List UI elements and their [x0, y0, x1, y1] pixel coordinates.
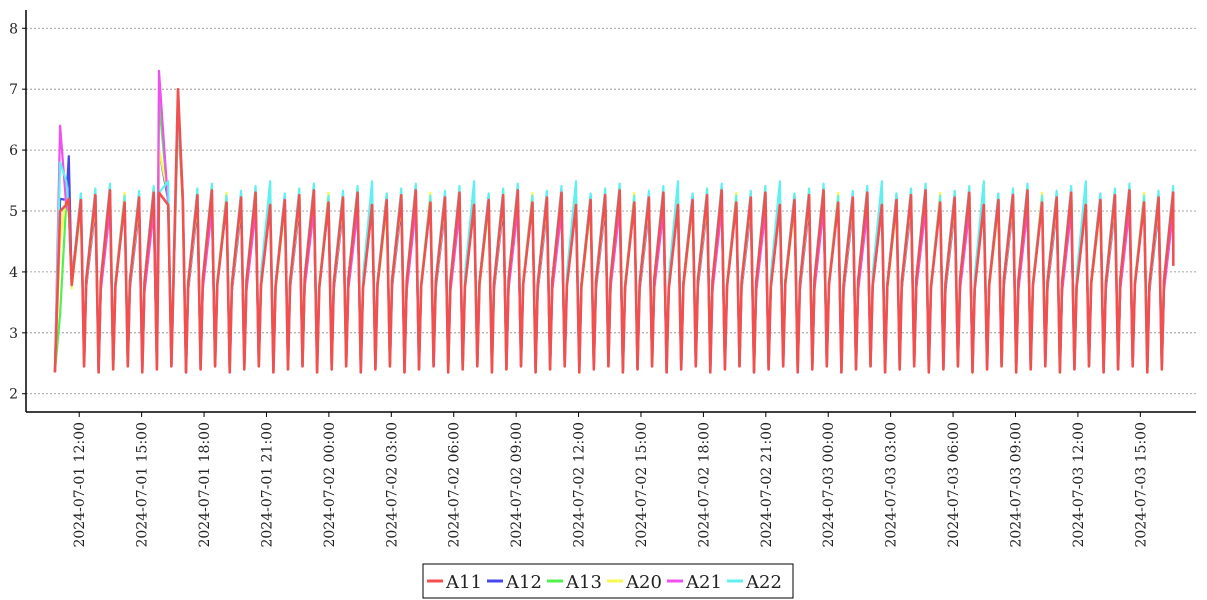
y-tick-label: 7 — [9, 82, 18, 98]
x-tick-label: 2024-07-01 21:00 — [259, 422, 275, 548]
x-tick-label: 2024-07-02 03:00 — [384, 422, 400, 548]
x-tick-label: 2024-07-01 15:00 — [135, 422, 151, 548]
x-tick-label: 2024-07-02 09:00 — [509, 422, 525, 548]
legend-label-a20: A20 — [625, 572, 662, 593]
legend-label-a12: A12 — [505, 572, 542, 593]
x-tick-label: 2024-07-03 12:00 — [1071, 422, 1087, 548]
x-tick-label: 2024-07-02 12:00 — [572, 422, 588, 548]
y-ticks: 2 3 4 5 6 7 8 — [9, 21, 26, 403]
legend-label-a13: A13 — [565, 572, 602, 593]
legend-label-a21: A21 — [685, 572, 722, 593]
x-ticks: 2024-07-01 12:00 2024-07-01 15:00 2024-07-… — [72, 412, 1149, 548]
y-tick-label: 4 — [9, 265, 18, 281]
x-tick-label: 2024-07-03 09:00 — [1008, 422, 1024, 548]
x-tick-label: 2024-07-03 03:00 — [884, 422, 900, 548]
x-tick-label: 2024-07-02 06:00 — [447, 422, 463, 548]
y-tick-label: 5 — [9, 204, 18, 220]
y-tick-label: 3 — [9, 326, 18, 342]
x-tick-label: 2024-07-01 18:00 — [197, 422, 213, 548]
y-tick-label: 8 — [9, 21, 18, 37]
x-tick-label: 2024-07-01 12:00 — [72, 422, 88, 548]
series-line-a11 — [53, 87, 1175, 374]
series-lines — [53, 69, 1175, 374]
x-tick-label: 2024-07-02 21:00 — [759, 422, 775, 548]
x-tick-label: 2024-07-03 15:00 — [1133, 422, 1149, 548]
y-tick-label: 2 — [9, 387, 18, 403]
legend: A11 A12 A13 A20 A21 A22 — [422, 563, 794, 599]
legend-label-a22: A22 — [745, 572, 782, 593]
x-tick-label: 2024-07-02 15:00 — [634, 422, 650, 548]
x-tick-label: 2024-07-03 00:00 — [821, 422, 837, 548]
x-tick-label: 2024-07-02 00:00 — [322, 422, 338, 548]
legend-label-a11: A11 — [445, 572, 482, 593]
y-tick-label: 6 — [9, 143, 18, 159]
x-tick-label: 2024-07-03 06:00 — [946, 422, 962, 548]
x-tick-label: 2024-07-02 18:00 — [696, 422, 712, 548]
